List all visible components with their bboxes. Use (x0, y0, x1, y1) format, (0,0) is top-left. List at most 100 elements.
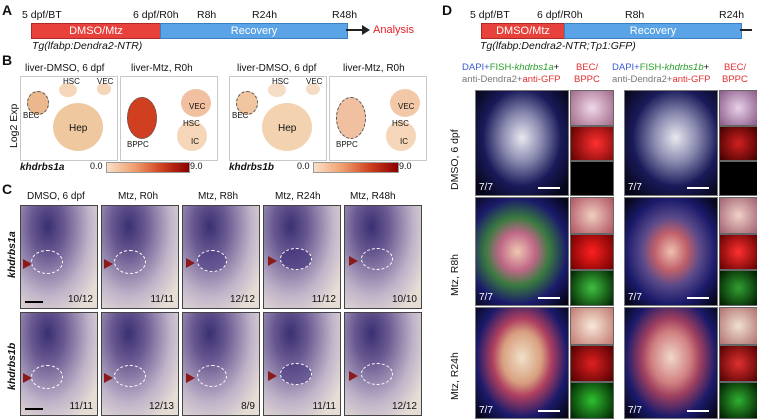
scale-max-a: 9.0 (190, 161, 203, 171)
scale-bar (538, 297, 560, 299)
plus-label: + (553, 62, 560, 73)
umap-title-4: liver-Mtz, R0h (343, 63, 405, 74)
ish-count-a-5: 10/10 (391, 294, 417, 305)
timeline-d-t1: 6 dpf/R0h (537, 9, 583, 21)
panel-label-d: D (442, 2, 453, 18)
fluor-count-2-right: 7/7 (628, 292, 642, 303)
cluster-hep: Hep (69, 123, 88, 134)
cluster-ic-4: IC (400, 137, 408, 146)
color-scale-a (106, 162, 190, 173)
cluster-vec-4: VEC (398, 102, 415, 111)
inset-green-3-left (570, 382, 614, 419)
liver-outline (197, 250, 227, 272)
liver-outline (114, 365, 146, 387)
timeline-d-t2: R8h (625, 9, 645, 21)
fluor-header-left-1: DAPI+FISH-khdrbs1a+ (462, 62, 559, 73)
timeline-a-t1: 6 dpf/R0h (133, 9, 179, 21)
scale-bar (25, 301, 43, 303)
liver-outline (280, 363, 312, 385)
inset-green-3-right (719, 382, 757, 419)
ish-image-b-4: 11/11 (263, 312, 341, 416)
fluor-image-3-left: 7/7 (475, 307, 569, 419)
umap-vec-cluster-2 (181, 89, 211, 117)
cluster-hsc-2: HSC (183, 119, 200, 128)
umap-title-2: liver-Mtz, R0h (131, 63, 193, 74)
fluor-count-1-right: 7/7 (628, 182, 642, 193)
cluster-vec: VEC (97, 77, 114, 86)
cluster-bec-3: BEC (232, 111, 249, 120)
ish-col-4: Mtz, R24h (275, 191, 321, 202)
arrowhead-icon (186, 258, 195, 268)
scale-min-b: 0.0 (297, 161, 310, 171)
arrowhead-icon (23, 373, 32, 383)
timeline-d-arrow-line (740, 29, 752, 31)
cluster-hsc: HSC (63, 77, 80, 86)
scale-bar (25, 408, 43, 410)
fluor-header-left-2: anti-Dendra2+anti-GFP (462, 74, 561, 85)
panel-label-a: A (2, 2, 13, 18)
umap-title-3: liver-DMSO, 6 dpf (237, 63, 317, 74)
umap-gene-b: khdrbs1b (229, 162, 275, 173)
scale-bar (687, 187, 709, 189)
plus-label: + (703, 62, 710, 73)
ish-image-a-5: 10/10 (344, 205, 422, 309)
cluster-hep-3: Hep (278, 123, 297, 134)
liver-outline (361, 248, 393, 270)
umap-hsc-cluster-3 (268, 83, 286, 97)
arrowhead-icon (268, 371, 277, 381)
ish-image-a-3: 12/12 (182, 205, 260, 309)
umap-bppc-cluster (127, 97, 157, 139)
fish-gene-b: khdrbs1b (664, 62, 704, 73)
bec-header-left: BEC/ (576, 62, 599, 73)
cluster-bppc-4: BPPC (336, 140, 358, 149)
scale-max-b: 9.0 (399, 161, 412, 171)
timeline-a-arrow-line (346, 29, 364, 31)
fluor-count-3-left: 7/7 (479, 405, 493, 416)
fluor-row-label-2: Mtz, R8h (449, 253, 461, 296)
fluor-count-3-right: 7/7 (628, 405, 642, 416)
cluster-bec: BEC (23, 111, 40, 120)
ish-col-1: DMSO, 6 dpf (27, 191, 85, 202)
ish-row-label-b: khdrbs1b (6, 342, 18, 390)
ish-col-3: Mtz, R8h (198, 191, 239, 202)
ish-image-a-1: 10/12 (20, 205, 98, 309)
ish-col-5: Mtz, R48h (350, 191, 396, 202)
panel-label-c: C (2, 181, 13, 197)
genotype-d: Tg(lfabp:Dendra2-NTR;Tp1:GFP) (480, 40, 636, 52)
ish-count-a-4: 11/12 (311, 294, 336, 305)
liver-outline (361, 363, 393, 385)
scale-min-a: 0.0 (90, 161, 103, 171)
umap-plot-4: BPPC VEC HSC IC (329, 76, 427, 161)
fish-label: FISH- (639, 62, 665, 73)
umap-plot-1: HSC VEC BEC Hep (20, 76, 118, 161)
ish-count-b-4: 11/11 (312, 401, 336, 412)
umap-plot-2: BPPC VEC HSC IC (120, 76, 218, 161)
timeline-a-t2: R8h (197, 9, 217, 21)
gfp-label: anti-GFP (672, 74, 711, 85)
umap-ic-cluster (177, 121, 207, 151)
ish-image-b-3: 8/9 (182, 312, 260, 416)
scale-bar (538, 410, 560, 412)
inset-green-1-right (719, 161, 757, 196)
ish-count-b-3: 8/9 (241, 401, 255, 412)
fluor-row-label-3: Mtz, R24h (449, 352, 461, 400)
dendra-label: anti-Dendra2+ (612, 74, 673, 85)
timeline-a-t0: 5 dpf/BT (22, 9, 62, 21)
umap-plot-3: HSC VEC BEC Hep (229, 76, 327, 161)
umap-ylabel: Log2 Exp (8, 103, 20, 148)
fluor-image-2-right: 7/7 (624, 197, 718, 306)
arrowhead-icon (268, 256, 277, 266)
genotype-a: Tg(lfabp:Dendra2-NTR) (32, 40, 143, 52)
liver-outline (114, 250, 146, 274)
cluster-vec-3: VEC (306, 77, 323, 86)
cluster-hsc-3: HSC (272, 77, 289, 86)
ish-image-b-1: 11/11 (20, 312, 98, 416)
umap-bppc-cluster-4 (336, 97, 366, 139)
arrowhead-icon (349, 371, 358, 381)
treatment-bar-a: DMSO/Mtz (31, 23, 161, 39)
liver-outline (280, 248, 312, 270)
ish-col-2: Mtz, R0h (118, 191, 159, 202)
inset-merge-3-right (719, 307, 757, 345)
ish-count-b-5: 12/12 (391, 401, 417, 412)
treatment-bar-d: DMSO/Mtz (481, 23, 565, 39)
